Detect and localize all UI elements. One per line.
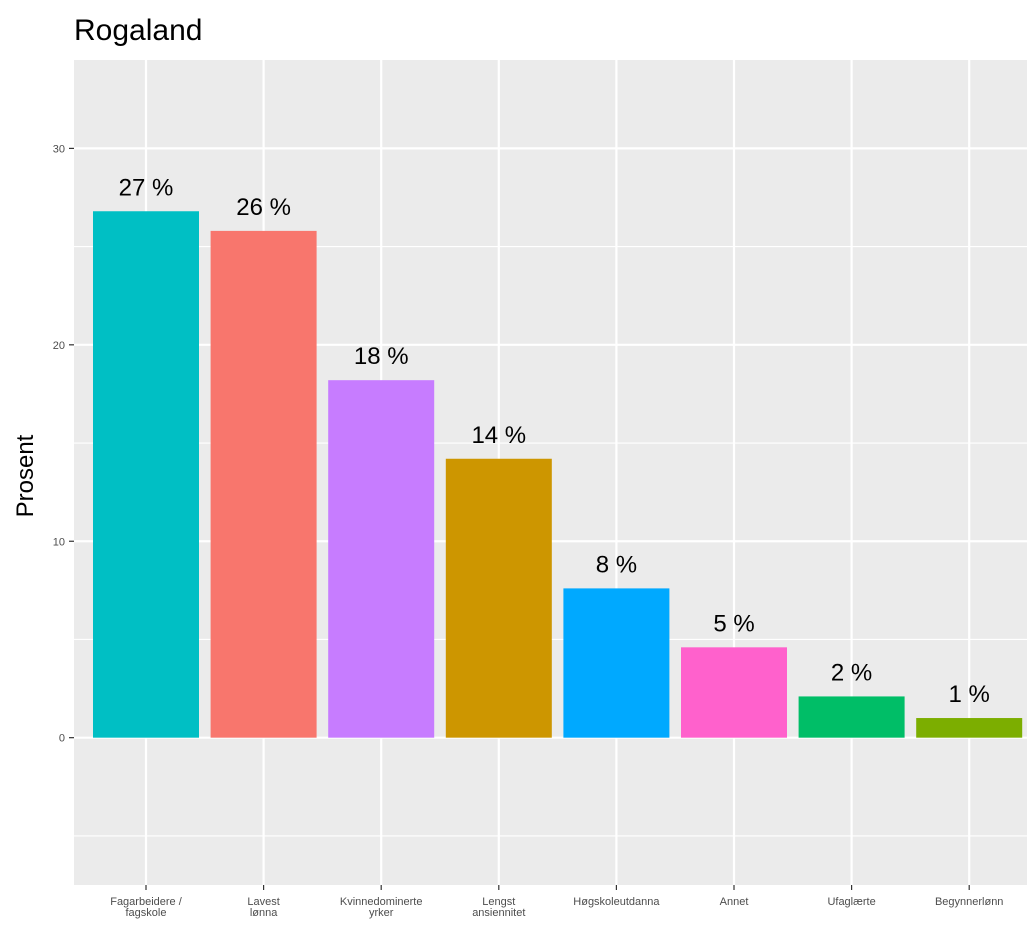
bar [93,211,199,738]
x-tick-label-line: Kvinnedominerte [340,896,423,908]
bar-value-label: 18 % [354,343,409,370]
x-tick-label-line: Lengst [482,896,515,908]
bar [916,718,1023,738]
x-tick-label-line: yrker [369,907,394,919]
bar [210,230,317,738]
x-axis: Fagarbeidere / fagskole Lavest lønna Kvinned… [110,885,1003,919]
y-tick-label: 30 [53,143,65,155]
bar-value-label: 14 % [471,422,526,449]
y-tick-label: 20 [53,340,65,352]
x-tick-label-line: lønna [250,907,278,919]
bar-value-label: 8 % [596,551,637,578]
y-axis: 0 10 20 30 [53,143,74,745]
x-tick-label: Annet [720,896,749,908]
bar-value-label: 2 % [831,659,872,686]
bar [445,458,552,738]
bar [798,696,905,738]
y-tick-label: 10 [53,536,65,548]
y-axis-title: Prosent [12,434,39,517]
x-tick-label: Ufaglærte [827,896,875,908]
x-tick-label: Lavest lønna [247,896,279,919]
x-tick-label: Begynnerlønn [935,896,1004,908]
x-tick-label: Fagarbeidere / fagskole [110,896,182,919]
x-tick-label-line: ansiennitet [472,907,525,919]
bar-value-label: 5 % [713,610,754,637]
x-tick-label-line: Fagarbeidere / [110,896,182,908]
x-tick-label-line: Høgskoleutdanna [573,896,660,908]
y-tick-label: 0 [59,733,65,745]
x-tick-label: Kvinnedominerte yrker [340,896,423,919]
x-tick-label-line: Lavest [247,896,279,908]
bar [563,588,670,738]
bars [93,211,1023,738]
value-labels: 27 % 26 % 18 % 14 % 8 % 5 % 2 % 1 % [119,174,990,708]
bar-value-label: 27 % [119,174,174,201]
bar [681,647,787,738]
x-tick-label-line: Begynnerlønn [935,896,1004,908]
chart-title: Rogaland [74,14,202,47]
x-tick-label: Høgskoleutdanna [573,896,660,908]
bar-value-label: 1 % [949,681,990,708]
bar-value-label: 26 % [236,194,291,221]
x-tick-label: Lengst ansiennitet [472,896,525,919]
bar [328,380,435,738]
x-tick-label-line: Ufaglærte [827,896,875,908]
x-tick-label-line: fagskole [126,907,167,919]
x-tick-label-line: Annet [720,896,749,908]
